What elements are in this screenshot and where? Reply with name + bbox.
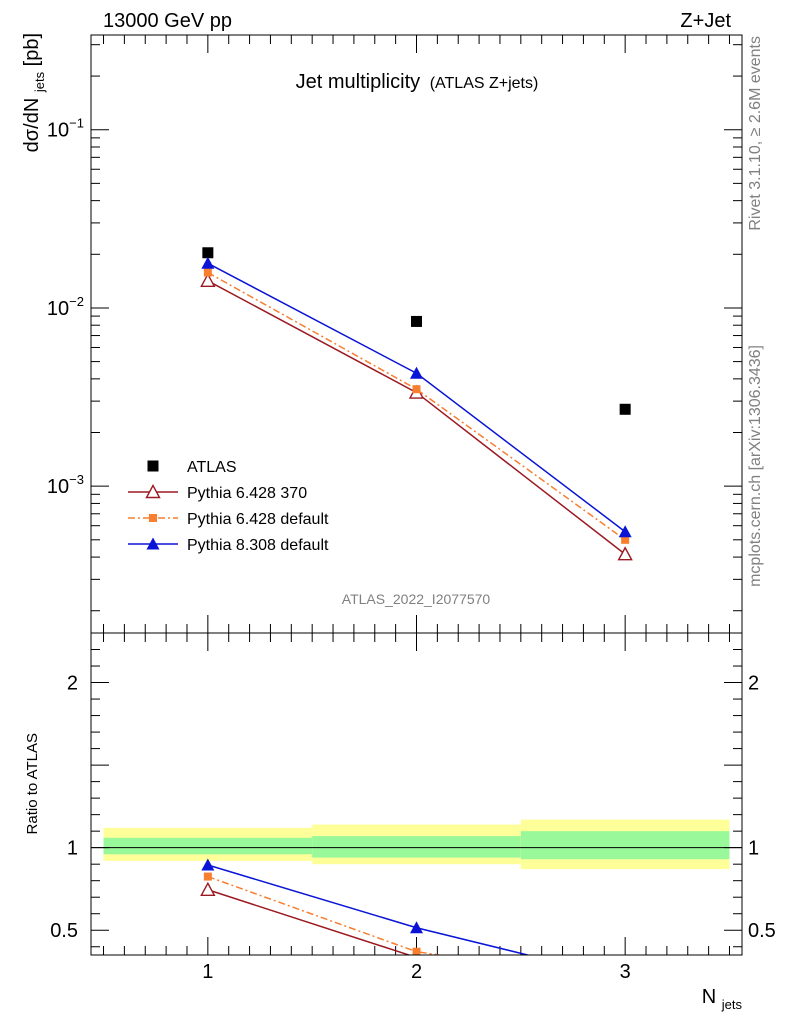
y-axis-label-prefix: dσ/dN [21,98,43,153]
ratio-data-point [412,947,421,955]
band-inner-bin [312,836,521,858]
band-inner-bin [103,837,313,855]
plot-title-main: Jet multiplicity [296,71,420,93]
main-data-point [410,366,423,379]
y-tick-label-main: 10−1 [47,116,84,142]
y-tick-label-main: 10−3 [47,472,84,498]
main-data-point [617,546,633,561]
ratio-data-point [203,872,212,881]
y-tick-label-main: 10−2 [47,294,84,320]
y-axis-label-ratio: Ratio to ATLAS [24,733,41,834]
main-data-point [201,256,215,269]
plot-title-sub: (ATLAS Z+jets) [430,75,539,92]
x-tick-label: 3 [620,961,631,983]
main-data-point [202,247,214,259]
x-axis-label-sub: jets [721,997,743,1012]
band-inner-bin [520,831,730,860]
main-data-point [412,385,421,394]
legend-label: Pythia 8.308 default [187,537,329,554]
ratio-data-point [410,921,423,934]
rivet-label: Rivet 3.1.10, ≥ 2.6M events [747,36,764,231]
tick-marks [91,35,742,955]
main-data-point [200,272,216,288]
main-data-point [618,525,632,538]
ratio-frame [90,632,743,956]
ratio-data-point [201,858,215,871]
x-tick-label: 1 [202,961,213,983]
main-series-line-2 [207,271,626,541]
header-right: Z+Jet [680,10,731,32]
y-tick-label-ratio-right: 1 [748,838,759,860]
legend-marker [146,537,160,550]
main-data-point [411,315,422,327]
y-tick-label-ratio-left: 2 [67,673,78,695]
main-data-point [621,535,630,544]
x-axis-label-main: N [702,986,716,1008]
header-left: 13000 GeV pp [103,10,232,32]
legend-marker [145,484,161,499]
tick-labels: 10−1 10−2 10−3 2 2 1 1 0.5 0.5 1 2 3 [47,116,776,983]
legend-label: ATLAS [187,459,237,476]
y-tick-label-ratio-right: 2 [748,673,759,695]
main-series [200,247,633,561]
analysis-id: ATLAS_2022_I2077570 [342,591,491,607]
legend-label: Pythia 6.428 370 [187,485,307,502]
y-axis-label-main: dσ/dN jets [pb] [21,33,49,152]
ratio-uncertainty-band [91,819,742,870]
ratio-data-point [200,881,216,896]
legend-marker [149,514,157,522]
y-axis-label-sub: jets [32,71,47,93]
y-tick-label-ratio-right: 0.5 [748,920,776,942]
y-tick-label-ratio-left: 0.5 [50,920,78,942]
legend-label: Pythia 6.428 default [187,511,329,528]
main-data-point [619,403,631,415]
ratio-series [200,858,531,955]
y-tick-label-ratio-left: 1 [67,838,78,860]
main-data-point [203,268,212,277]
legend: ATLAS Pythia 6.428 370 Pythia 6.428 defaul… [128,459,329,554]
plot-title: Jet multiplicity (ATLAS Z+jets) [296,71,539,93]
x-axis-label: N jets [702,986,743,1012]
mcplots-label: mcplots.cern.ch [arXiv:1306.3436] [747,345,764,587]
y-axis-label-suffix: [pb] [21,33,43,66]
x-tick-label: 2 [411,961,422,983]
legend-marker [147,460,159,472]
ratio-series-line-0 [207,889,412,955]
